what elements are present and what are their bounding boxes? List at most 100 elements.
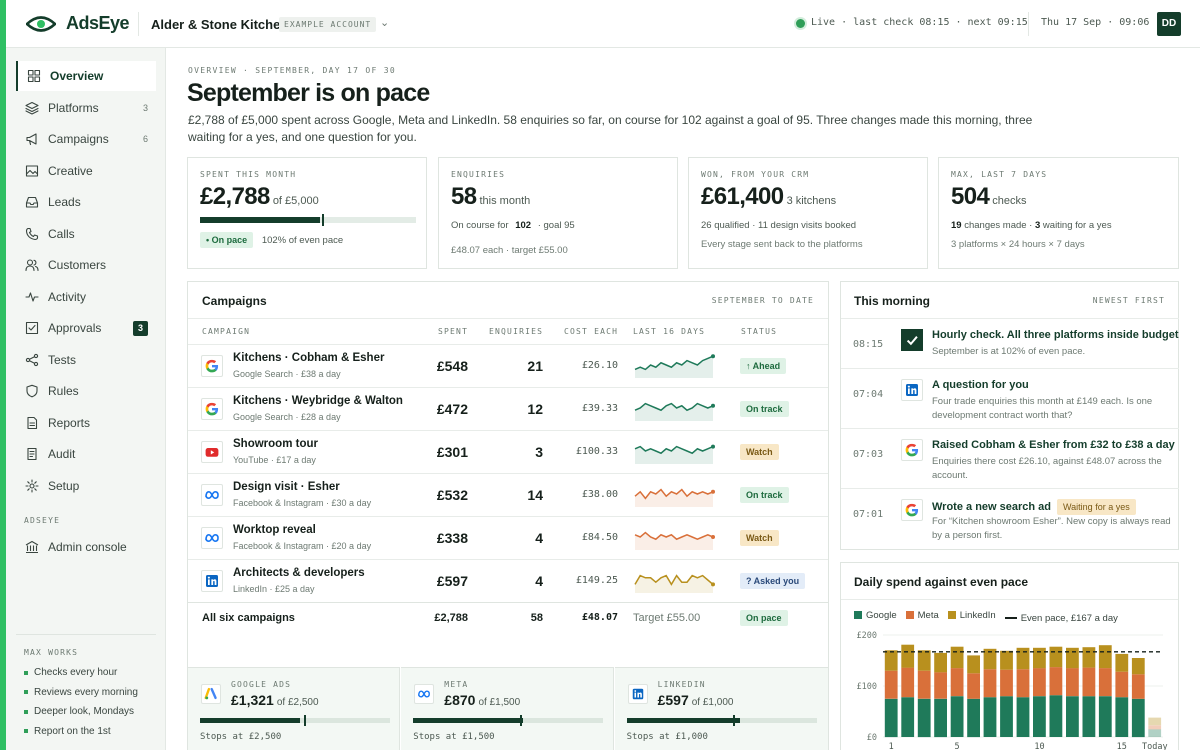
- bar-linkedin-day-16[interactable]: [1131, 658, 1145, 675]
- activity-item[interactable]: 08:15 Hourly check. All three platforms i…: [841, 318, 1179, 368]
- stat-card-max[interactable]: MAX, LAST 7 DAYS 504 checks 19 changes ma…: [938, 157, 1179, 269]
- bar-meta-day-17[interactable]: [1148, 725, 1162, 730]
- bar-meta-day-11[interactable]: [1049, 667, 1063, 696]
- activity-item[interactable]: 07:01 Wrote a new search ad Waiting for a …: [841, 488, 1179, 549]
- column-header[interactable]: STATUS: [741, 327, 778, 336]
- campaign-name[interactable]: Worktop reveal: [233, 524, 316, 536]
- table-row[interactable]: Kitchens · Weybridge & Walton Google Sear…: [188, 387, 828, 430]
- table-row[interactable]: Architects & developers LinkedIn · £25 a …: [188, 559, 828, 602]
- activity-title[interactable]: Hourly check. All three platforms inside…: [932, 329, 1179, 341]
- account-name[interactable]: Alder & Stone Kitchens: [151, 17, 296, 32]
- status-badge[interactable]: ↑ Ahead: [740, 358, 787, 374]
- bar-linkedin-day-1[interactable]: [884, 650, 898, 671]
- platform-budget-google-ads[interactable]: GOOGLE ADS £1,321 of £2,500 Stops at £2,500: [188, 667, 401, 750]
- platform-budget-meta[interactable]: META £870 of £1,500 Stops at £1,500: [401, 667, 614, 750]
- campaign-name[interactable]: Showroom tour: [233, 438, 318, 450]
- table-row[interactable]: Kitchens · Cobham & Esher Google Search ·…: [188, 344, 828, 387]
- bar-linkedin-day-5[interactable]: [950, 646, 964, 669]
- activity-title[interactable]: A question for you: [932, 379, 1029, 391]
- bar-linkedin-day-2[interactable]: [901, 644, 915, 668]
- bar-google-day-3[interactable]: [917, 698, 931, 738]
- stat-card-spent[interactable]: SPENT THIS MONTH £2,788 of £5,000 • On pa…: [187, 157, 427, 269]
- bar-meta-day-9[interactable]: [1016, 669, 1030, 698]
- bar-google-day-16[interactable]: [1131, 698, 1145, 738]
- sidebar-item-reports[interactable]: Reports: [16, 408, 156, 438]
- app-name[interactable]: AdsEye: [66, 13, 130, 33]
- sidebar-item-setup[interactable]: Setup: [16, 471, 156, 501]
- stat-card-won[interactable]: WON, FROM YOUR CRM £61,400 3 kitchens 26 …: [688, 157, 928, 269]
- bar-google-day-10[interactable]: [1033, 696, 1046, 737]
- bar-google-day-4[interactable]: [934, 698, 947, 738]
- bar-linkedin-day-17[interactable]: [1148, 717, 1162, 726]
- sidebar-item-leads[interactable]: Leads: [16, 187, 156, 217]
- bar-meta-day-4[interactable]: [934, 672, 947, 699]
- bar-linkedin-day-10[interactable]: [1033, 647, 1046, 669]
- sidebar-item-calls[interactable]: Calls: [16, 219, 156, 249]
- sidebar-item-audit[interactable]: Audit: [16, 439, 156, 469]
- column-header[interactable]: CAMPAIGN: [202, 327, 251, 336]
- bar-linkedin-day-7[interactable]: [983, 648, 997, 670]
- status-badge[interactable]: On track: [740, 487, 789, 503]
- bar-google-day-1[interactable]: [884, 698, 898, 738]
- bar-meta-day-15[interactable]: [1115, 671, 1129, 698]
- bar-google-day-12[interactable]: [1066, 696, 1079, 737]
- bar-meta-day-13[interactable]: [1082, 667, 1096, 697]
- bar-meta-day-12[interactable]: [1066, 668, 1079, 697]
- bar-google-day-11[interactable]: [1049, 695, 1063, 737]
- bar-meta-day-6[interactable]: [967, 673, 980, 699]
- bar-meta-day-8[interactable]: [1000, 669, 1013, 697]
- bar-meta-day-7[interactable]: [983, 669, 997, 698]
- bar-linkedin-day-13[interactable]: [1082, 647, 1096, 668]
- sidebar-item-approvals[interactable]: Approvals 3: [16, 313, 156, 343]
- bar-linkedin-day-15[interactable]: [1115, 653, 1129, 672]
- bar-meta-day-1[interactable]: [884, 670, 898, 699]
- bar-google-day-9[interactable]: [1016, 697, 1030, 737]
- bar-linkedin-day-9[interactable]: [1016, 647, 1030, 670]
- activity-item[interactable]: 07:04 A question for you Four trade enquir…: [841, 368, 1179, 428]
- sidebar-item-tests[interactable]: Tests: [16, 345, 156, 375]
- bar-meta-day-5[interactable]: [950, 668, 964, 697]
- sidebar-item-creative[interactable]: Creative: [16, 156, 156, 186]
- activity-title[interactable]: Raised Cobham & Esher from £32 to £38 a …: [932, 439, 1175, 451]
- bar-google-day-15[interactable]: [1115, 697, 1129, 737]
- avatar[interactable]: DD: [1157, 12, 1181, 36]
- status-badge[interactable]: Watch: [740, 444, 779, 460]
- sidebar-item-campaigns[interactable]: Campaigns 6: [16, 124, 156, 154]
- sidebar-item-admin-console[interactable]: Admin console: [16, 532, 156, 562]
- bar-google-day-14[interactable]: [1098, 696, 1112, 737]
- bar-google-day-6[interactable]: [967, 698, 980, 738]
- column-header[interactable]: LAST 16 DAYS: [633, 327, 706, 336]
- sidebar-item-rules[interactable]: Rules: [16, 376, 156, 406]
- campaign-name[interactable]: Kitchens · Weybridge & Walton: [233, 395, 403, 407]
- bar-meta-day-14[interactable]: [1098, 668, 1112, 697]
- bar-google-day-7[interactable]: [983, 697, 997, 737]
- bar-google-day-13[interactable]: [1082, 696, 1096, 737]
- column-header[interactable]: COST EACH: [564, 327, 619, 336]
- column-header[interactable]: ENQUIRIES: [489, 327, 544, 336]
- bar-google-day-8[interactable]: [1000, 696, 1013, 737]
- bar-meta-day-2[interactable]: [901, 667, 915, 698]
- table-row[interactable]: Worktop reveal Facebook & Instagram · £20…: [188, 516, 828, 559]
- status-badge[interactable]: ? Asked you: [740, 573, 806, 589]
- bar-meta-day-3[interactable]: [917, 670, 931, 699]
- activity-item[interactable]: 07:03 Raised Cobham & Esher from £32 to £…: [841, 428, 1179, 488]
- activity-title[interactable]: Wrote a new search ad Waiting for a yes: [932, 499, 1136, 515]
- bar-meta-day-16[interactable]: [1131, 674, 1145, 699]
- bar-google-day-5[interactable]: [950, 696, 964, 737]
- sidebar-item-customers[interactable]: Customers: [16, 250, 156, 280]
- bar-linkedin-day-12[interactable]: [1066, 647, 1079, 669]
- bar-google-day-2[interactable]: [901, 697, 915, 737]
- bar-linkedin-day-11[interactable]: [1049, 646, 1063, 668]
- bar-linkedin-day-14[interactable]: [1098, 645, 1112, 669]
- bar-meta-day-10[interactable]: [1033, 668, 1046, 697]
- bar-linkedin-day-4[interactable]: [934, 652, 947, 673]
- sidebar-item-platforms[interactable]: Platforms 3: [16, 93, 156, 123]
- bar-google-day-17[interactable]: [1148, 729, 1162, 737]
- status-badge[interactable]: Watch: [740, 530, 779, 546]
- campaign-name[interactable]: Design visit · Esher: [233, 481, 340, 493]
- column-header[interactable]: SPENT: [438, 327, 469, 336]
- sidebar-item-overview[interactable]: Overview: [16, 61, 156, 91]
- sidebar-item-activity[interactable]: Activity: [16, 282, 156, 312]
- bar-linkedin-day-6[interactable]: [967, 655, 980, 674]
- campaign-name[interactable]: Architects & developers: [233, 567, 365, 579]
